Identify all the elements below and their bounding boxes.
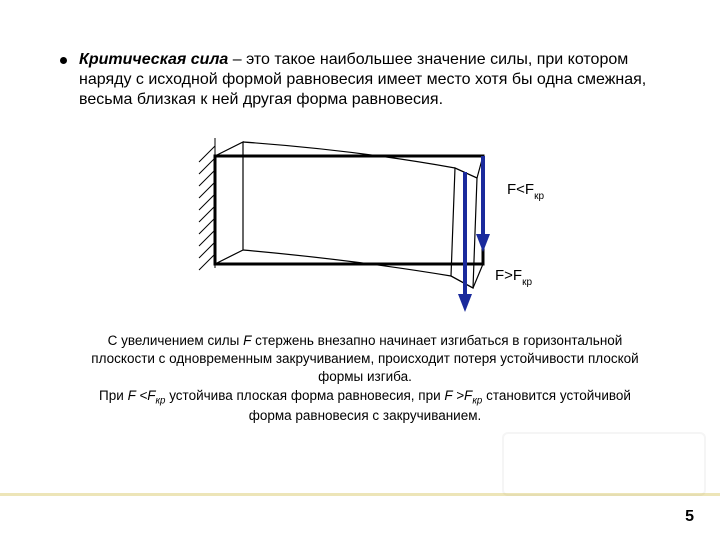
beam-diagram: F<Fкр F>Fкр bbox=[155, 128, 575, 318]
page-number: 5 bbox=[685, 508, 694, 526]
cap2-F2: F >F bbox=[444, 388, 472, 403]
cap2-b: устойчива плоская форма равновесия, при bbox=[165, 388, 444, 403]
label-f-less: F<Fкр bbox=[507, 181, 544, 202]
watermark bbox=[502, 432, 702, 492]
cap-a: С увеличением силы bbox=[108, 333, 243, 348]
cap2-F1: F <F bbox=[128, 388, 156, 403]
label-f-greater: F>Fкр bbox=[495, 267, 532, 288]
cap2-a: При bbox=[99, 388, 128, 403]
definition-bullet: Критическая сила – это такое наибольшее … bbox=[60, 50, 670, 110]
cap2-sub2: кр bbox=[472, 395, 482, 406]
diagram-container: F<Fкр F>Fкр bbox=[60, 128, 670, 318]
footer-accent bbox=[0, 493, 720, 496]
caption-text: С увеличением силы F стержень внезапно н… bbox=[60, 332, 670, 426]
cap2-sub1: кр bbox=[155, 395, 165, 406]
definition-term: Критическая сила bbox=[79, 51, 228, 68]
bullet-dot bbox=[60, 57, 67, 64]
definition-text: Критическая сила – это такое наибольшее … bbox=[79, 50, 670, 110]
